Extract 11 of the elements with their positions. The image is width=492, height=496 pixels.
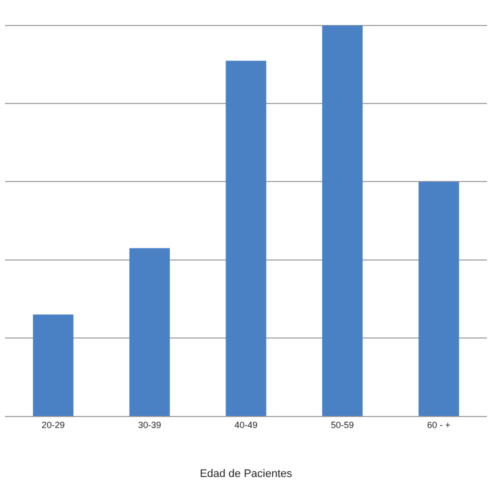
bar bbox=[226, 60, 266, 416]
x-tick-label: 50-59 bbox=[330, 420, 354, 430]
x-tick-label: 20-29 bbox=[42, 420, 65, 430]
x-axis-title: Edad de Pacientes bbox=[200, 468, 293, 480]
bar bbox=[418, 182, 460, 416]
x-tick-label: 40-49 bbox=[234, 420, 258, 430]
bar bbox=[32, 314, 74, 416]
x-tick-label: 30-39 bbox=[138, 420, 162, 430]
bar bbox=[129, 248, 170, 416]
x-tick-label: 60 - + bbox=[427, 420, 450, 430]
bar bbox=[322, 26, 363, 416]
